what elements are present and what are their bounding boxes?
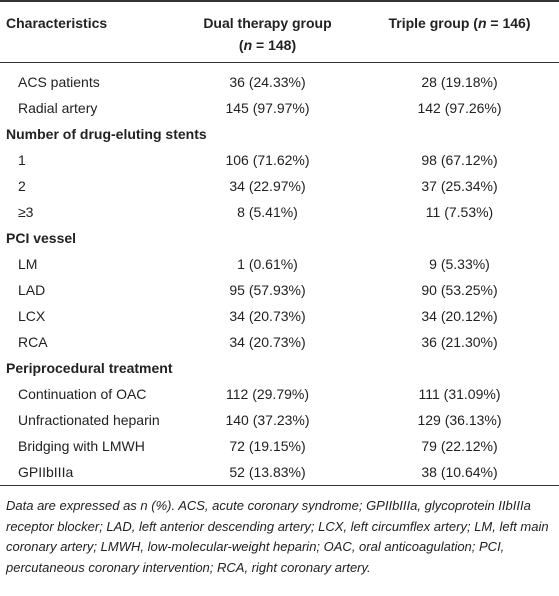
- table-row: Bridging with LMWH 72 (19.15%) 79 (22.12%): [0, 433, 559, 459]
- cell-value: 9 (5.33%): [429, 256, 490, 272]
- table-row: 2 34 (22.97%) 37 (25.34%): [0, 173, 559, 199]
- row-label: RCA: [18, 334, 48, 350]
- header-text: = 148): [252, 37, 297, 53]
- header-text: n: [243, 37, 253, 53]
- cell-value: 72 (19.15%): [229, 438, 306, 454]
- row-label: Radial artery: [18, 100, 98, 116]
- row-label: LAD: [18, 282, 46, 298]
- cell-value: 142 (97.26%): [417, 100, 502, 116]
- cell-value: 90 (53.25%): [421, 282, 498, 298]
- header-row: Characteristics Dual therapy group (n = 14…: [0, 0, 559, 63]
- table-row: Unfractionated heparin 140 (37.23%) 129 (3…: [0, 407, 559, 433]
- cell-value: 112 (29.79%): [225, 386, 309, 402]
- cell-value: 36 (24.33%): [229, 74, 306, 90]
- table-row: LAD 95 (57.93%) 90 (53.25%): [0, 277, 559, 303]
- header-cell: Dual therapy group (n = 148): [175, 0, 360, 63]
- cell-value: 52 (13.83%): [175, 459, 360, 486]
- row-label: 2: [18, 178, 26, 194]
- row-label: 1: [18, 152, 26, 168]
- cell-value: 34 (20.73%): [229, 334, 306, 350]
- cell-value: 1 (0.61%): [237, 256, 298, 272]
- cell-value: 95 (57.93%): [229, 282, 306, 298]
- row-label: Unfractionated heparin: [18, 412, 160, 428]
- cell-value: 140 (37.23%): [225, 412, 310, 428]
- header-text: Characteristics: [6, 15, 108, 31]
- section-heading: Number of drug-eluting stents: [6, 126, 207, 142]
- cell-value: 28 (19.18%): [421, 74, 498, 90]
- header-text: Triple group (: [388, 15, 478, 31]
- row-label: Continuation of OAC: [18, 386, 147, 402]
- section-heading: PCI vessel: [6, 230, 77, 246]
- cell-value: 8 (5.41%): [237, 204, 298, 220]
- footnote: Data are expressed as n (%). ACS, acute …: [6, 498, 549, 575]
- row-label: ≥3: [18, 204, 34, 220]
- cell-value: 36 (21.30%): [421, 334, 498, 350]
- table-row: RCA 34 (20.73%) 36 (21.30%): [0, 329, 559, 355]
- cell-value: 34 (20.12%): [421, 308, 498, 324]
- data-table: Characteristics Dual therapy group (n = 14…: [0, 0, 559, 486]
- table-row: GPIIbIIIa 52 (13.83%) 38 (10.64%): [0, 459, 559, 486]
- table-row: Continuation of OAC 112 (29.79%) 111 (31.0…: [0, 381, 559, 407]
- table-row: LM 1 (0.61%) 9 (5.33%): [0, 251, 559, 277]
- header-cell: Triple group (n = 146): [360, 0, 559, 63]
- table-body: ACS patients 36 (24.33%) 28 (19.18%) Radial…: [0, 63, 559, 486]
- cell-value: 38 (10.64%): [360, 459, 559, 486]
- cell-value: 106 (71.62%): [225, 152, 310, 168]
- table-row: ACS patients 36 (24.33%) 28 (19.18%): [0, 63, 559, 96]
- cell-value: 111 (31.09%): [418, 386, 501, 402]
- table-row: Number of drug-eluting stents: [0, 121, 559, 147]
- row-label: LCX: [18, 308, 46, 324]
- cell-value: 34 (22.97%): [229, 178, 306, 194]
- header-text: n: [477, 15, 487, 31]
- header-text: = 146): [486, 15, 531, 31]
- cell-value: 145 (97.97%): [225, 100, 310, 116]
- table-row: 1 106 (71.62%) 98 (67.12%): [0, 147, 559, 173]
- cell-value: 98 (67.12%): [421, 152, 498, 168]
- cell-value: 129 (36.13%): [417, 412, 502, 428]
- table-row: PCI vessel: [0, 225, 559, 251]
- cell-value: 79 (22.12%): [421, 438, 498, 454]
- cell-value: 34 (20.73%): [229, 308, 306, 324]
- header-text: Dual therapy group: [203, 15, 332, 31]
- section-heading: Periprocedural treatment: [6, 360, 173, 376]
- table-row: Radial artery 145 (97.97%) 142 (97.26%): [0, 95, 559, 121]
- header-text: (: [238, 37, 244, 53]
- cell-value: 11 (7.53%): [425, 204, 494, 220]
- table-row: Periprocedural treatment: [0, 355, 559, 381]
- table-row: ≥3 8 (5.41%) 11 (7.53%): [0, 199, 559, 225]
- header-cell: Characteristics: [0, 0, 175, 63]
- row-label: GPIIbIIIa: [0, 459, 175, 486]
- row-label: ACS patients: [18, 74, 100, 90]
- row-label: LM: [18, 256, 38, 272]
- cell-value: 37 (25.34%): [421, 178, 498, 194]
- table-row: LCX 34 (20.73%) 34 (20.12%): [0, 303, 559, 329]
- row-label: Bridging with LMWH: [18, 438, 145, 454]
